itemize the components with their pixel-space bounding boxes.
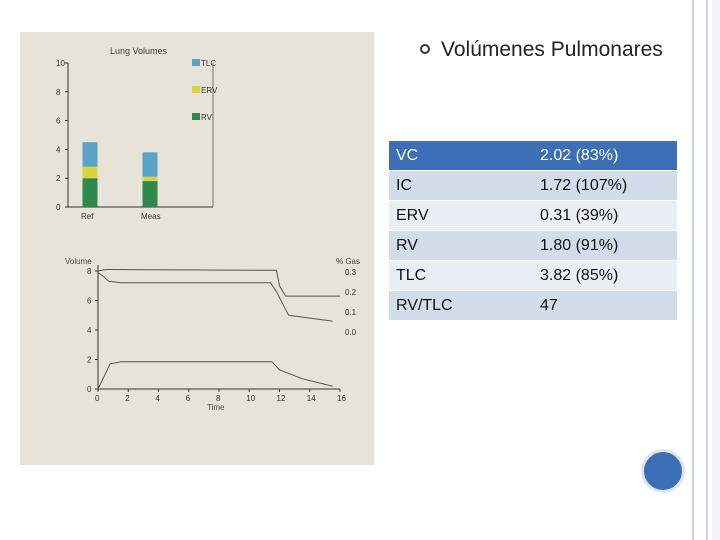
bar-segment-erv	[82, 166, 98, 179]
line-chart-series-2	[97, 272, 333, 322]
line-chart-series-1	[97, 269, 340, 297]
line-chart-y-tick-label: 6	[87, 297, 92, 306]
table-cell-value: 2.02 (83%)	[533, 141, 677, 171]
bullet-ring-icon	[420, 44, 430, 54]
legend-label-tlc: TLC	[201, 59, 216, 68]
bar-chart-y-tick-label: 8	[56, 88, 61, 97]
bar-chart-y-tick-label: 4	[56, 145, 61, 154]
table-cell-label: ERV	[389, 200, 533, 231]
slide-edge-band	[712, 0, 720, 540]
line-chart-x-tick-label: 12	[277, 394, 286, 403]
table-cell-value: 1.72 (107%)	[533, 170, 677, 201]
line-chart-x-tick-label: 8	[216, 394, 221, 403]
legend-swatch-tlc	[192, 59, 200, 66]
line-chart-ylabel-right: % Gas	[336, 257, 360, 266]
slide-decoration-circle	[641, 449, 685, 493]
bar-chart-category-label: Ref	[81, 212, 94, 221]
legend-swatch-erv	[192, 86, 200, 93]
printout-charts: Lung Volumes 0 2 4 6 8 10 Ref Meas TLC ERV RV Vol…	[56, 46, 360, 412]
bar-chart-y-tick-label: 2	[56, 174, 61, 183]
table-cell-value: 0.31 (39%)	[533, 200, 677, 231]
bar-chart-title: Lung Volumes	[110, 46, 168, 56]
line-chart-right-tick-label: 0.0	[345, 328, 357, 337]
lung-volume-printout-photo: Lung Volumes 0 2 4 6 8 10 Ref Meas TLC ERV RV Vol…	[20, 32, 374, 465]
bar-chart-y-tick-label: 6	[56, 117, 61, 126]
lung-volume-table: VC 2.02 (83%) IC 1.72 (107%) ERV 0.31 (3…	[389, 141, 677, 321]
line-chart-x-tick-label: 14	[307, 394, 316, 403]
line-chart-x-tick-label: 2	[125, 394, 130, 403]
legend-label-rv: RV	[201, 113, 213, 122]
bar-chart-axes: 0 2 4 6 8 10 Ref Meas	[56, 59, 214, 221]
bar-chart-legend: TLC ERV RV	[192, 59, 218, 122]
line-chart-y-tick-label: 4	[87, 326, 92, 335]
legend-swatch-rv	[192, 113, 200, 120]
line-chart-axes: 0 2 4 6 8 0 2 4 6 8 10 12 14 16 0.3 0.2 0.1 0.0	[87, 265, 357, 403]
bar-chart-y-tick-label: 0	[56, 203, 61, 212]
bar-segment-rv	[142, 181, 158, 207]
table-cell-value: 1.80 (91%)	[533, 230, 677, 261]
line-chart-x-tick-label: 10	[246, 394, 255, 403]
line-chart-y-tick-label: 8	[87, 267, 92, 276]
bar-chart-category-label: Meas	[141, 212, 161, 221]
table-row: ERV 0.31 (39%)	[389, 200, 677, 231]
line-chart-x-tick-label: 16	[337, 394, 346, 403]
table-cell-label: IC	[389, 170, 533, 201]
table-cell-label: VC	[389, 141, 533, 171]
table-cell-label: RV	[389, 230, 533, 261]
line-chart-right-tick-label: 0.3	[345, 268, 357, 277]
line-chart-series-3	[97, 361, 333, 390]
bar-segment-tlc	[142, 152, 158, 177]
table-cell-label: RV/TLC	[389, 290, 533, 321]
slide-edge-line	[706, 0, 708, 540]
table-cell-value: 47	[533, 290, 677, 321]
table-row: IC 1.72 (107%)	[389, 170, 677, 201]
bar-chart-y-tick-label: 10	[56, 59, 65, 68]
line-chart-y-tick-label: 2	[87, 356, 92, 365]
table-cell-value: 3.82 (85%)	[533, 260, 677, 291]
table-row: TLC 3.82 (85%)	[389, 260, 677, 291]
bar-segment-erv	[142, 176, 158, 182]
line-chart-x-tick-label: 0	[95, 394, 100, 403]
line-chart-ylabel-left: Volume	[65, 257, 92, 266]
legend-label-erv: ERV	[201, 86, 218, 95]
line-chart-y-tick-label: 0	[87, 385, 92, 394]
line-chart-x-tick-label: 4	[156, 394, 161, 403]
table-header-row: VC 2.02 (83%)	[389, 141, 677, 171]
line-chart-lines	[97, 269, 340, 390]
bar-segment-tlc	[82, 142, 98, 167]
line-chart-right-tick-label: 0.1	[345, 308, 357, 317]
slide-bullet-text: Volúmenes Pulmonares	[441, 38, 663, 61]
bar-chart-bars	[82, 142, 158, 207]
bar-segment-rv	[82, 178, 98, 207]
line-chart-right-tick-label: 0.2	[345, 288, 357, 297]
line-chart-x-tick-label: 6	[186, 394, 191, 403]
table-cell-label: TLC	[389, 260, 533, 291]
slide-edge-line	[692, 0, 694, 540]
table-row: RV 1.80 (91%)	[389, 230, 677, 261]
table-row: RV/TLC 47	[389, 290, 677, 321]
line-chart-xlabel: Time	[207, 403, 225, 412]
